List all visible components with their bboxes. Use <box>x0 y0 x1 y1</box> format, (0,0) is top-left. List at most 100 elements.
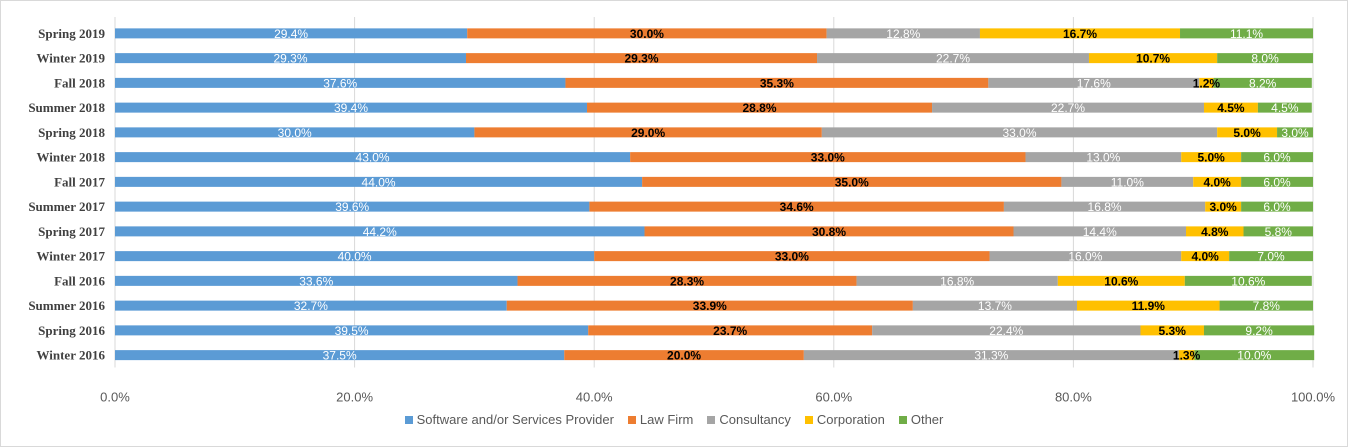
legend-label: Consultancy <box>719 412 791 427</box>
legend: Software and/or Services Provider Law Fir… <box>1 412 1347 427</box>
data-label: 28.8% <box>743 101 777 115</box>
category-label: Summer 2018 <box>28 100 105 115</box>
category-label: Spring 2019 <box>38 26 105 41</box>
data-label: 20.0% <box>667 349 701 363</box>
legend-swatch <box>899 416 907 424</box>
category-labels: Spring 2019 Winter 2019 Fall 2018 Summer 20… <box>28 26 105 363</box>
x-tick-label: 20.0% <box>336 390 373 405</box>
data-label: 29.3% <box>625 52 659 66</box>
data-labels: 29.4%30.0%12.8%16.7%11.1%29.3%29.3%22.7%… <box>273 27 1309 363</box>
legend-label: Other <box>911 412 944 427</box>
x-tick-label: 100.0% <box>1291 390 1336 405</box>
category-label: Spring 2018 <box>38 125 105 140</box>
data-label: 6.0% <box>1263 151 1291 165</box>
stacked-bar-chart: 29.4%30.0%12.8%16.7%11.1%29.3%29.3%22.7%… <box>1 1 1347 406</box>
data-label: 12.8% <box>886 27 920 41</box>
x-tick-label: 0.0% <box>100 390 130 405</box>
data-label: 30.0% <box>630 27 664 41</box>
data-label: 10.6% <box>1231 274 1265 288</box>
category-label: Fall 2016 <box>54 273 105 288</box>
data-label: 4.0% <box>1203 175 1231 189</box>
x-tick-label: 40.0% <box>576 390 613 405</box>
data-label: 7.0% <box>1257 250 1285 264</box>
category-label: Summer 2017 <box>28 199 105 214</box>
data-label: 4.5% <box>1271 101 1299 115</box>
data-label: 29.0% <box>631 126 665 140</box>
data-label: 33.0% <box>775 250 809 264</box>
data-label: 39.6% <box>335 200 369 214</box>
data-label: 4.5% <box>1217 101 1245 115</box>
data-label: 5.0% <box>1197 151 1225 165</box>
data-label: 13.7% <box>978 299 1012 313</box>
data-label: 3.0% <box>1209 200 1237 214</box>
data-label: 3.0% <box>1281 126 1309 140</box>
data-label: 4.0% <box>1192 250 1220 264</box>
data-label: 16.7% <box>1063 27 1097 41</box>
data-label: 33.6% <box>299 274 333 288</box>
data-label: 8.0% <box>1251 52 1279 66</box>
category-label: Winter 2017 <box>37 249 106 264</box>
data-label: 11.1% <box>1230 27 1263 41</box>
x-tick-label: 60.0% <box>815 390 852 405</box>
data-label: 4.8% <box>1201 225 1229 239</box>
legend-item: Software and/or Services Provider <box>405 412 614 427</box>
data-label: 16.8% <box>940 274 974 288</box>
data-label: 11.0% <box>1111 175 1144 189</box>
data-label: 13.0% <box>1086 151 1120 165</box>
data-label: 30.0% <box>278 126 312 140</box>
legend-item: Corporation <box>805 412 885 427</box>
gridlines <box>115 17 1313 368</box>
data-label: 35.0% <box>835 175 869 189</box>
data-label: 37.6% <box>323 76 357 90</box>
legend-label: Software and/or Services Provider <box>417 412 614 427</box>
data-label: 16.0% <box>1068 250 1102 264</box>
x-tick-label: 80.0% <box>1055 390 1092 405</box>
data-label: 34.6% <box>780 200 814 214</box>
data-label: 39.4% <box>334 101 368 115</box>
data-label: 14.4% <box>1083 225 1117 239</box>
data-label: 37.5% <box>323 349 357 363</box>
legend-swatch <box>805 416 813 424</box>
legend-swatch <box>707 416 715 424</box>
data-label: 10.7% <box>1136 52 1170 66</box>
category-label: Fall 2018 <box>54 75 105 90</box>
data-label: 10.6% <box>1104 274 1138 288</box>
data-label: 44.2% <box>363 225 397 239</box>
category-label: Winter 2019 <box>37 51 106 66</box>
legend-swatch <box>405 416 413 424</box>
data-label: 11.9% <box>1132 299 1166 313</box>
legend-label: Law Firm <box>640 412 693 427</box>
category-label: Winter 2016 <box>37 348 106 363</box>
data-label: 6.0% <box>1263 200 1291 214</box>
data-label: 5.0% <box>1233 126 1261 140</box>
data-label: 33.0% <box>1002 126 1036 140</box>
legend-item: Other <box>899 412 944 427</box>
data-label: 5.8% <box>1265 225 1293 239</box>
data-label: 39.5% <box>335 324 369 338</box>
legend-item: Consultancy <box>707 412 791 427</box>
x-tick-labels: 0.0% 20.0% 40.0% 60.0% 80.0% 100.0% <box>100 390 1335 405</box>
data-label: 40.0% <box>338 250 372 264</box>
data-label: 6.0% <box>1263 175 1291 189</box>
legend-label: Corporation <box>817 412 885 427</box>
data-label: 1.3% <box>1173 349 1201 363</box>
data-label: 23.7% <box>713 324 747 338</box>
data-label: 32.7% <box>294 299 328 313</box>
category-label: Winter 2018 <box>37 150 106 165</box>
data-label: 10.0% <box>1237 349 1271 363</box>
category-label: Summer 2016 <box>28 298 105 313</box>
legend-swatch <box>628 416 636 424</box>
data-label: 44.0% <box>362 175 396 189</box>
data-label: 43.0% <box>356 151 390 165</box>
data-label: 1.2% <box>1193 76 1221 90</box>
data-label: 35.3% <box>760 76 794 90</box>
category-label: Spring 2016 <box>38 323 105 338</box>
data-label: 33.9% <box>693 299 727 313</box>
category-label: Fall 2017 <box>54 174 105 189</box>
data-label: 9.2% <box>1245 324 1273 338</box>
category-label: Spring 2017 <box>38 224 105 239</box>
data-label: 30.8% <box>812 225 846 239</box>
data-label: 5.3% <box>1159 324 1187 338</box>
data-label: 16.8% <box>1088 200 1122 214</box>
